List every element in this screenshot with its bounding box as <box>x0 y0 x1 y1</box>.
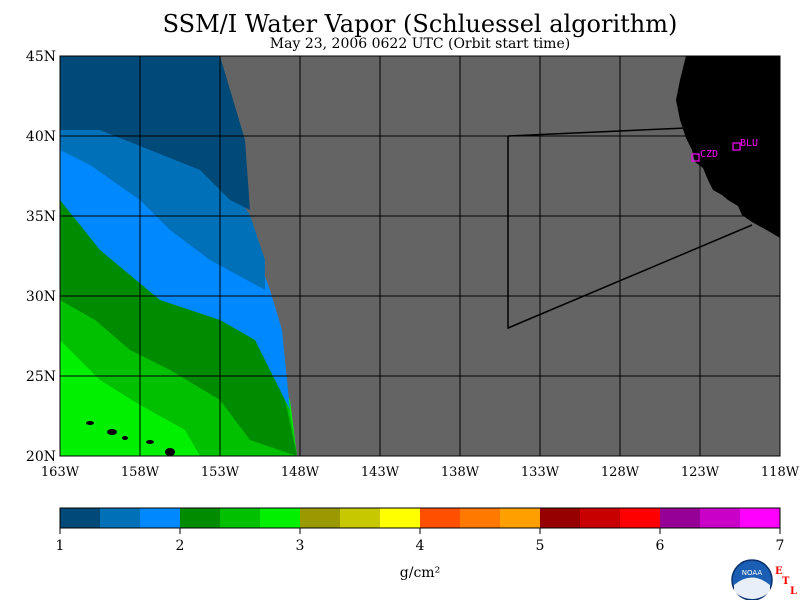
latitude-labels: 45N 40N 35N 30N 25N 20N <box>26 49 56 465</box>
colorbar-tick-label: 6 <box>656 538 665 554</box>
colorbar-tick-label: 1 <box>56 538 65 554</box>
colorbar-swatch <box>60 508 100 528</box>
longitude-label: 153W <box>201 465 240 480</box>
station-label: CZD <box>700 149 718 160</box>
noaa-logo-text: NOAA <box>742 569 763 577</box>
land-mass-us-coast <box>676 56 780 238</box>
colorbar-swatch <box>500 508 540 528</box>
colorbar-swatch <box>220 508 260 528</box>
colorbar-unit: g/cm² <box>400 565 440 581</box>
colorbar-tick-label: 2 <box>176 538 185 554</box>
colorbar-swatch <box>580 508 620 528</box>
station-blu: BLU <box>732 138 758 151</box>
vapor-band-lowest <box>60 56 250 210</box>
latitude-label: 30N <box>26 289 56 305</box>
latitude-label: 20N <box>26 449 56 465</box>
colorbar-swatch <box>700 508 740 528</box>
longitude-label: 158W <box>121 465 160 480</box>
station-marker <box>732 142 741 151</box>
figure-title: SSM/I Water Vapor (Schluessel algorithm) <box>163 10 678 38</box>
noaa-logo: NOAA E T L <box>731 559 797 600</box>
longitude-labels: 163W 158W 153W 148W 143W 138W 133W 128W 123W 118W <box>41 465 800 480</box>
logo-letter-e: E <box>775 566 783 577</box>
colorbar-swatch <box>340 508 380 528</box>
logo-letter-l: L <box>790 586 797 597</box>
colorbar-swatch <box>180 508 220 528</box>
map-frame <box>59 55 781 457</box>
longitude-label: 128W <box>601 465 640 480</box>
colorbar: 1 2 3 4 5 6 7 <box>56 507 785 554</box>
colorbar-swatch <box>140 508 180 528</box>
colorbar-tick-label: 4 <box>416 538 425 554</box>
logo-letter-t: T <box>782 576 790 587</box>
station-marker <box>691 153 700 162</box>
figure-subtitle: May 23, 2006 0622 UTC (Orbit start time) <box>270 36 570 52</box>
map-area: CZD BLU <box>59 55 781 457</box>
colorbar-swatch <box>620 508 660 528</box>
longitude-label: 148W <box>281 465 320 480</box>
colorbar-tick-label: 3 <box>296 538 305 554</box>
longitude-label: 118W <box>761 465 800 480</box>
radar-coverage-outline <box>507 136 753 330</box>
colorbar-tick-label: 5 <box>536 538 545 554</box>
colorbar-swatch <box>460 508 500 528</box>
latitude-label: 25N <box>26 369 56 385</box>
colorbar-swatch <box>260 508 300 528</box>
colorbar-swatch <box>380 508 420 528</box>
longitude-label: 163W <box>41 465 80 480</box>
latitude-label: 45N <box>26 49 56 65</box>
vapor-band-lower <box>60 120 265 290</box>
colorbar-tick-label: 7 <box>776 538 785 554</box>
longitude-label: 123W <box>681 465 720 480</box>
colorbar-swatch <box>420 508 460 528</box>
latitude-label: 35N <box>26 209 56 225</box>
longitude-label: 133W <box>521 465 560 480</box>
vapor-band-low <box>60 140 290 410</box>
hawaiian-islands <box>86 421 175 456</box>
colorbar-swatch <box>540 508 580 528</box>
colorbar-swatch <box>740 508 780 528</box>
longitude-label: 138W <box>441 465 480 480</box>
latitude-label: 40N <box>26 129 56 145</box>
colorbar-swatch <box>100 508 140 528</box>
station-label: BLU <box>740 138 758 149</box>
colorbar-swatch <box>660 508 700 528</box>
colorbar-swatch <box>300 508 340 528</box>
station-czd: CZD <box>691 149 718 162</box>
longitude-label: 143W <box>361 465 400 480</box>
